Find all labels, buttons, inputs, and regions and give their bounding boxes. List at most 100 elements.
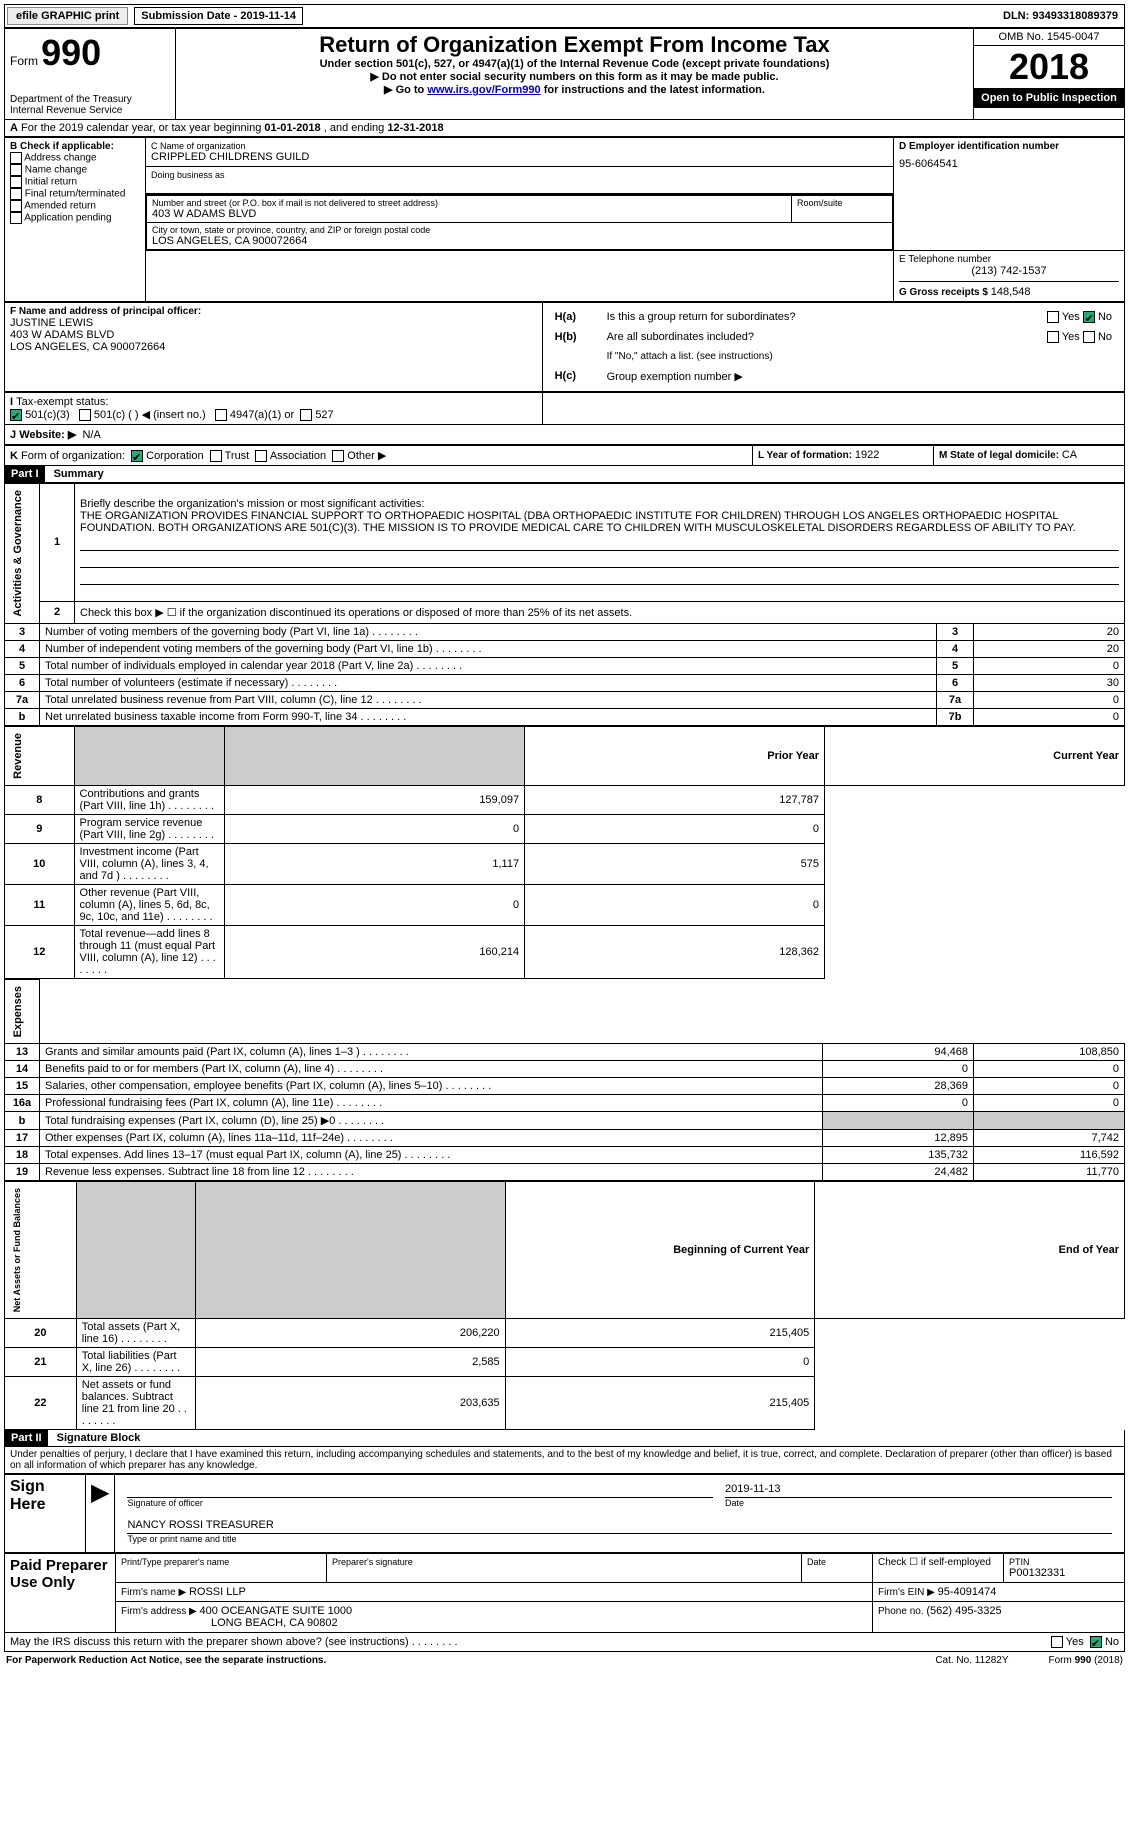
line-7a-num: 7a — [5, 691, 40, 708]
sign-arrow-icon: ▶ — [86, 1475, 115, 1553]
goto-post: for instructions and the latest informat… — [544, 84, 765, 96]
line-a-end: 12-31-2018 — [387, 122, 443, 134]
line-a-begin: 01-01-2018 — [264, 122, 320, 134]
cb-501c3[interactable]: ✔ — [10, 409, 22, 421]
city-label: City or town, state or province, country… — [152, 225, 887, 235]
line-11-curr: 0 — [525, 884, 825, 925]
lbl-4947: 4947(a)(1) or — [230, 409, 294, 421]
paid-preparer-block: Paid Preparer Use Only Print/Type prepar… — [4, 1553, 1125, 1633]
line-a-pre: For the 2019 calendar year, or tax year … — [21, 122, 264, 134]
line-20-desc: Total assets (Part X, line 16) — [76, 1319, 195, 1348]
line-11-desc: Other revenue (Part VIII, column (A), li… — [74, 884, 225, 925]
cb-discuss-yes[interactable] — [1051, 1636, 1063, 1648]
line-b-desc: Total fundraising expenses (Part IX, col… — [40, 1112, 823, 1130]
firm-ein: 95-4091474 — [938, 1586, 997, 1598]
line-6-num: 6 — [5, 674, 40, 691]
line-a-mid: , and ending — [324, 122, 388, 134]
line-14-desc: Benefits paid to or for members (Part IX… — [40, 1061, 823, 1078]
firm-addr2: LONG BEACH, CA 90802 — [121, 1617, 867, 1629]
self-employed-check: Check ☐ if self-employed — [873, 1554, 1004, 1583]
lbl-address-change: Address change — [24, 153, 96, 164]
cb-ha-no[interactable]: ✔ — [1083, 311, 1095, 323]
line-22-curr: 215,405 — [505, 1377, 815, 1430]
cb-amended[interactable] — [10, 200, 22, 212]
line-5-desc: Total number of individuals employed in … — [40, 657, 937, 674]
lbl-501c3: 501(c)(3) — [25, 409, 70, 421]
line-18-num: 18 — [5, 1147, 40, 1164]
line-9-num: 9 — [5, 814, 75, 843]
line-12-curr: 128,362 — [525, 925, 825, 978]
cb-ha-yes[interactable] — [1047, 311, 1059, 323]
part-2-header: Part II — [5, 1430, 48, 1446]
room-label: Room/suite — [797, 198, 887, 208]
cb-name-change[interactable] — [10, 164, 22, 176]
dln-value: 93493318089379 — [1032, 10, 1118, 22]
line-b-desc: Net unrelated business taxable income fr… — [40, 708, 937, 725]
irs-link[interactable]: www.irs.gov/Form990 — [427, 84, 540, 96]
prep-sig-label: Preparer's signature — [332, 1557, 796, 1567]
line-5-num: 5 — [5, 657, 40, 674]
cb-527[interactable] — [300, 409, 312, 421]
line-13-curr: 108,850 — [974, 1044, 1125, 1061]
line-21-desc: Total liabilities (Part X, line 26) — [76, 1348, 195, 1377]
box-c-dba-label: Doing business as — [151, 170, 888, 180]
cb-other[interactable] — [332, 450, 344, 462]
firm-name-label: Firm's name ▶ — [121, 1587, 189, 1598]
efile-button[interactable]: efile GRAPHIC print — [7, 7, 128, 25]
line-18-desc: Total expenses. Add lines 13–17 (must eq… — [40, 1147, 823, 1164]
cb-initial-return[interactable] — [10, 176, 22, 188]
lbl-no2: No — [1098, 331, 1112, 343]
lbl-initial-return: Initial return — [25, 177, 77, 188]
cb-trust[interactable] — [210, 450, 222, 462]
line-17-curr: 7,742 — [974, 1130, 1125, 1147]
lbl-discuss-no: No — [1105, 1636, 1119, 1648]
box-d-label: D Employer identification number — [899, 141, 1119, 152]
goto-arrow — [384, 84, 396, 96]
line-9-prior: 0 — [225, 814, 525, 843]
firm-phone-label: Phone no. — [878, 1606, 926, 1617]
cb-app-pending[interactable] — [10, 212, 22, 224]
col-begin-year: Beginning of Current Year — [505, 1182, 815, 1319]
cb-501c[interactable] — [79, 409, 91, 421]
line-6-box: 6 — [937, 674, 974, 691]
header-boxes: B Check if applicable: Address change Na… — [4, 137, 1125, 302]
line-14-num: 14 — [5, 1061, 40, 1078]
line-18-prior: 135,732 — [823, 1147, 974, 1164]
telephone: (213) 742-1537 — [899, 265, 1119, 277]
ein: 95-6064541 — [899, 152, 1119, 176]
cb-hb-no[interactable] — [1083, 331, 1095, 343]
line-6-desc: Total number of volunteers (estimate if … — [40, 674, 937, 691]
rev-hdr-num — [74, 726, 225, 785]
line-4-desc: Number of independent voting members of … — [40, 640, 937, 657]
lbl-yes: Yes — [1062, 311, 1080, 323]
cb-assoc[interactable] — [255, 450, 267, 462]
line-8-curr: 127,787 — [525, 785, 825, 814]
line-7a-box: 7a — [937, 691, 974, 708]
cb-corp[interactable]: ✔ — [131, 450, 143, 462]
cb-address-change[interactable] — [10, 152, 22, 164]
line-21-curr: 0 — [505, 1348, 815, 1377]
cb-4947[interactable] — [215, 409, 227, 421]
ptin-label: PTIN — [1009, 1557, 1119, 1567]
dln: DLN: 93493318089379 — [997, 8, 1124, 24]
line-21-prior: 2,585 — [195, 1348, 505, 1377]
line-b-prior — [823, 1112, 974, 1130]
part-1: Part I Summary — [4, 466, 1125, 483]
line-17-prior: 12,895 — [823, 1130, 974, 1147]
sub-date-label: Submission Date - — [141, 10, 240, 22]
cb-hb-yes[interactable] — [1047, 331, 1059, 343]
line-b-box: 7b — [937, 708, 974, 725]
cb-discuss-no[interactable]: ✔ — [1090, 1636, 1102, 1648]
line-13-desc: Grants and similar amounts paid (Part IX… — [40, 1044, 823, 1061]
year-formation: 1922 — [855, 449, 879, 461]
open-public-inspection: Open to Public Inspection — [974, 88, 1124, 108]
h-b-text: Are all subordinates included? — [602, 328, 995, 346]
cb-final-return[interactable] — [10, 188, 22, 200]
lbl-name-change: Name change — [25, 165, 87, 176]
section-expenses: Expenses — [10, 982, 26, 1041]
lbl-527: 527 — [315, 409, 333, 421]
line-18-curr: 116,592 — [974, 1147, 1125, 1164]
line-5-box: 5 — [937, 657, 974, 674]
officer-printed-name: NANCY ROSSI TREASURER — [127, 1519, 1112, 1534]
dln-label: DLN: — [1003, 10, 1032, 22]
